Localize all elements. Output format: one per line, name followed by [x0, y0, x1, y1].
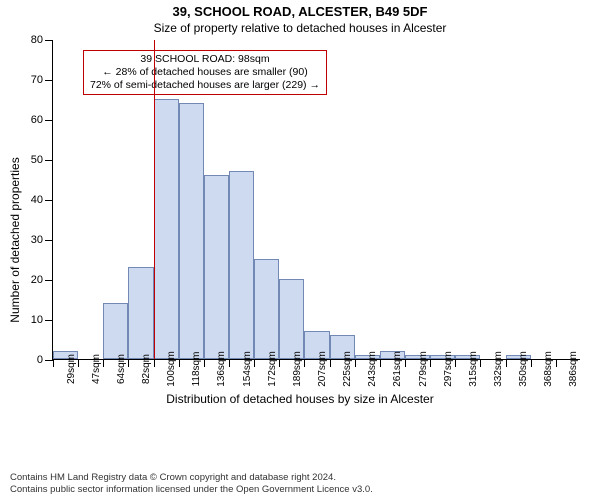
y-tick-label: 10	[31, 314, 43, 326]
x-tick	[480, 359, 481, 367]
x-tick	[556, 359, 557, 367]
histogram-bar	[229, 171, 254, 359]
footer: Contains HM Land Registry data © Crown c…	[10, 472, 590, 496]
x-tick	[304, 359, 305, 367]
x-tick-label: 154sqm	[242, 351, 253, 387]
footer-line2: Contains public sector information licen…	[10, 484, 590, 496]
x-tick	[154, 359, 155, 367]
x-tick-label: 29sqm	[66, 354, 77, 384]
y-tick-label: 60	[31, 114, 43, 126]
x-tick-label: 350sqm	[518, 351, 529, 387]
y-tick	[45, 240, 53, 241]
x-tick-label: 243sqm	[367, 351, 378, 387]
y-tick-label: 20	[31, 274, 43, 286]
x-tick-label: 315sqm	[468, 351, 479, 387]
y-tick	[45, 360, 53, 361]
x-tick	[355, 359, 356, 367]
x-tick	[506, 359, 507, 367]
chart-container: Number of detached properties 39 SCHOOL …	[0, 40, 600, 450]
x-tick-label: 172sqm	[267, 351, 278, 387]
x-tick-label: 82sqm	[141, 354, 152, 384]
x-tick	[279, 359, 280, 367]
x-tick	[78, 359, 79, 367]
page-title: 39, SCHOOL ROAD, ALCESTER, B49 5DF	[0, 0, 600, 19]
histogram-bar	[103, 303, 128, 359]
y-tick	[45, 120, 53, 121]
x-tick-label: 100sqm	[166, 351, 177, 387]
x-tick-label: 225sqm	[342, 351, 353, 387]
x-tick	[455, 359, 456, 367]
y-tick-label: 40	[31, 194, 43, 206]
x-tick-label: 118sqm	[191, 352, 202, 387]
footer-line1: Contains HM Land Registry data © Crown c…	[10, 472, 590, 484]
annotation-box: 39 SCHOOL ROAD: 98sqm ← 28% of detached …	[83, 50, 327, 95]
x-tick-label: 207sqm	[317, 351, 328, 387]
x-tick-label: 64sqm	[116, 354, 127, 384]
y-tick-label: 50	[31, 154, 43, 166]
x-tick-label: 189sqm	[292, 351, 303, 387]
histogram-bar	[154, 99, 179, 359]
x-tick	[531, 359, 532, 367]
annotation-line2: ← 28% of detached houses are smaller (90…	[90, 66, 320, 79]
x-tick-label: 47sqm	[91, 354, 102, 384]
x-tick-label: 368sqm	[543, 351, 554, 387]
x-tick-label: 332sqm	[493, 351, 504, 387]
y-tick-label: 0	[37, 354, 43, 366]
x-tick-label: 279sqm	[418, 351, 429, 387]
y-tick	[45, 200, 53, 201]
y-tick-label: 70	[31, 74, 43, 86]
x-tick	[204, 359, 205, 367]
histogram-bar	[204, 175, 229, 359]
y-tick	[45, 320, 53, 321]
y-tick	[45, 40, 53, 41]
annotation-line1: 39 SCHOOL ROAD: 98sqm	[90, 53, 320, 66]
y-tick	[45, 160, 53, 161]
x-tick-label: 261sqm	[392, 351, 403, 387]
plot-area: 39 SCHOOL ROAD: 98sqm ← 28% of detached …	[52, 40, 580, 360]
histogram-bar	[254, 259, 279, 359]
x-tick	[53, 359, 54, 367]
x-tick-label: 386sqm	[568, 351, 579, 387]
x-tick	[380, 359, 381, 367]
y-axis-label: Number of detached properties	[8, 157, 22, 322]
histogram-bar	[279, 279, 304, 359]
y-tick-label: 80	[31, 34, 43, 46]
histogram-bar	[179, 103, 204, 359]
y-tick	[45, 80, 53, 81]
x-tick	[103, 359, 104, 367]
histogram-bar	[128, 267, 153, 359]
x-tick	[128, 359, 129, 367]
marker-line	[154, 40, 155, 359]
x-tick-label: 297sqm	[443, 351, 454, 387]
x-tick-label: 136sqm	[216, 351, 227, 387]
y-tick	[45, 280, 53, 281]
annotation-line3: 72% of semi-detached houses are larger (…	[90, 79, 320, 92]
x-tick	[405, 359, 406, 367]
x-tick	[330, 359, 331, 367]
page-subtitle: Size of property relative to detached ho…	[0, 19, 600, 39]
x-tick	[179, 359, 180, 367]
x-tick	[254, 359, 255, 367]
x-tick	[430, 359, 431, 367]
x-axis-label: Distribution of detached houses by size …	[0, 392, 600, 406]
x-tick	[229, 359, 230, 367]
y-tick-label: 30	[31, 234, 43, 246]
